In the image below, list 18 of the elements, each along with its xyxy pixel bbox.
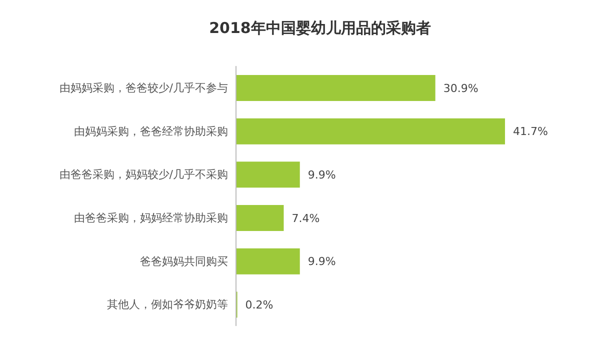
data-label: 30.9% bbox=[443, 82, 478, 95]
bar bbox=[236, 118, 505, 144]
y-tick-label: 由爸爸采购，妈妈较少/几乎不采购 bbox=[59, 168, 228, 182]
y-tick-label: 由妈妈采购，爸爸较少/几乎不参与 bbox=[59, 82, 228, 95]
y-tick-label: 其他人，例如爷爷奶奶等 bbox=[107, 298, 228, 312]
bar bbox=[236, 248, 300, 274]
bar bbox=[236, 75, 436, 101]
data-label: 41.7% bbox=[513, 125, 548, 138]
data-label: 9.9% bbox=[308, 255, 336, 268]
data-label: 9.9% bbox=[308, 168, 336, 182]
data-label: 7.4% bbox=[292, 212, 320, 225]
chart-title: 2018年中国婴幼儿用品的采购者 bbox=[208, 18, 432, 39]
bar bbox=[236, 205, 284, 231]
data-label: 0.2% bbox=[245, 298, 274, 312]
y-tick-label: 爸爸妈妈共同购买 bbox=[140, 254, 228, 268]
y-tick-label: 由爸爸采购，妈妈经常协助采购 bbox=[74, 212, 228, 225]
bar bbox=[236, 162, 300, 188]
y-tick-label: 由妈妈采购，爸爸经常协助采购 bbox=[74, 124, 228, 138]
